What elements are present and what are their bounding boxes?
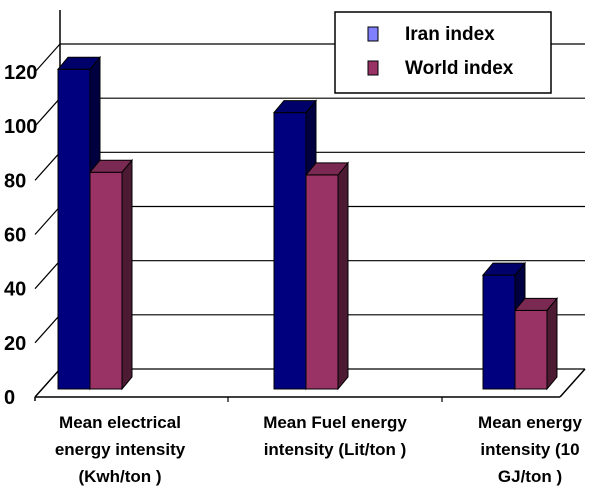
bar-world-side — [337, 161, 349, 391]
y-tick-label: 80 — [4, 170, 26, 192]
y-tick-label: 120 — [4, 62, 37, 84]
bar-iran-front — [273, 112, 307, 390]
legend-iran-swatch — [367, 26, 379, 42]
x-category-label: GJ/ton ) — [498, 467, 562, 486]
legend-box — [334, 11, 552, 94]
legend: Iran index World index — [334, 11, 552, 94]
bar-iran-front — [482, 274, 516, 390]
bar-world-front — [514, 309, 548, 390]
y-tick-label: 20 — [4, 333, 26, 355]
y-axis-ticks: 0 20 40 60 80 100 120 — [4, 62, 37, 409]
x-category-label: (Kwh/ton ) — [78, 467, 161, 486]
bar-world-top — [88, 159, 134, 173]
x-category-label: Mean electrical — [59, 413, 181, 432]
gridline-side — [34, 314, 61, 344]
bar-world-top — [304, 162, 350, 176]
floor-right-edge — [559, 368, 586, 398]
bar-iran-top — [481, 262, 527, 276]
legend-world-label: World index — [405, 58, 514, 79]
bar-world-side — [121, 158, 133, 391]
y-tick-label: 100 — [4, 116, 37, 138]
legend-iran-label: Iran index — [405, 24, 495, 45]
gridline-side — [34, 151, 61, 181]
x-category-label: Mean energy — [478, 413, 582, 432]
y-tick-label: 0 — [4, 387, 15, 409]
bar-iran-front — [57, 68, 91, 390]
legend-item-world: World index — [367, 58, 514, 79]
bars — [56, 55, 559, 391]
x-category-label: Mean Fuel energy — [263, 413, 407, 432]
gridline-side — [34, 43, 61, 73]
gridline-side — [34, 206, 61, 235]
bar-iran-top — [56, 56, 102, 70]
bar-world-front — [89, 171, 123, 390]
gridline-side — [34, 97, 61, 127]
y-tick-label: 40 — [4, 279, 26, 301]
bar-world-side — [546, 296, 558, 391]
floor-left-edge — [34, 368, 61, 398]
bar-world-top — [513, 297, 559, 311]
x-category-label: intensity (Lit/ton ) — [264, 440, 407, 459]
x-category-label: energy intensity — [55, 440, 186, 459]
bar-world-front — [305, 174, 339, 390]
x-category-label: intensity (10 — [480, 440, 579, 459]
gridline-side — [34, 260, 61, 290]
legend-item-iran: Iran index — [367, 24, 495, 45]
x-axis-categories: Mean electrical energy intensity (Kwh/ton … — [55, 397, 583, 486]
y-tick-label: 60 — [4, 225, 26, 247]
bar-iran-top — [272, 100, 318, 114]
legend-world-swatch — [367, 60, 379, 76]
